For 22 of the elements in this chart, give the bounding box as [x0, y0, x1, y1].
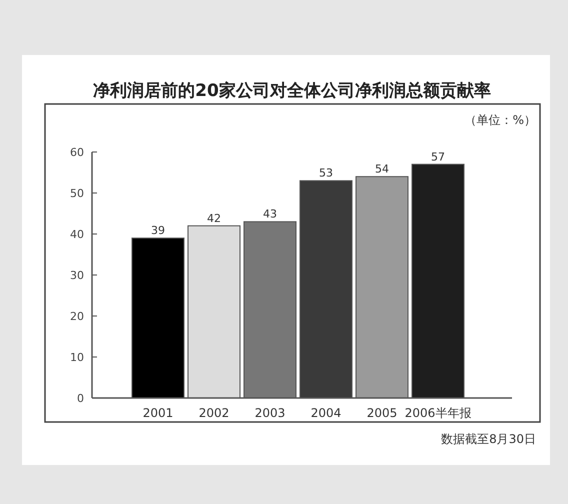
y-tick-label: 0: [77, 392, 84, 405]
x-tick-label: 2006半年报: [404, 406, 472, 420]
x-tick-label: 2003: [254, 406, 286, 420]
y-tick-label: 10: [70, 351, 84, 364]
chart-subtitle: （单位：%）: [464, 113, 536, 127]
y-tick-label: 60: [70, 146, 84, 159]
y-tick-label: 50: [70, 187, 84, 200]
data-label: 39: [151, 224, 165, 238]
data-label: 42: [207, 212, 221, 225]
y-tick-label: 20: [70, 310, 84, 323]
data-label: 54: [375, 162, 389, 176]
text: 数据截至8月30日: [441, 432, 536, 446]
x-tick-label: 2005: [366, 406, 398, 420]
x-tick-label: 2004: [310, 406, 342, 420]
chart-title: 净利润居前的20家公司对全体公司净利润总额贡献率: [93, 81, 491, 101]
data-label: 53: [319, 166, 333, 180]
x-tick-label: 2002: [198, 406, 230, 420]
data-label: 57: [431, 150, 445, 164]
x-tick-label: 2001: [142, 406, 174, 420]
y-tick-label: 40: [70, 228, 84, 241]
y-tick-label: 30: [70, 269, 84, 282]
data-label: 43: [263, 208, 277, 221]
